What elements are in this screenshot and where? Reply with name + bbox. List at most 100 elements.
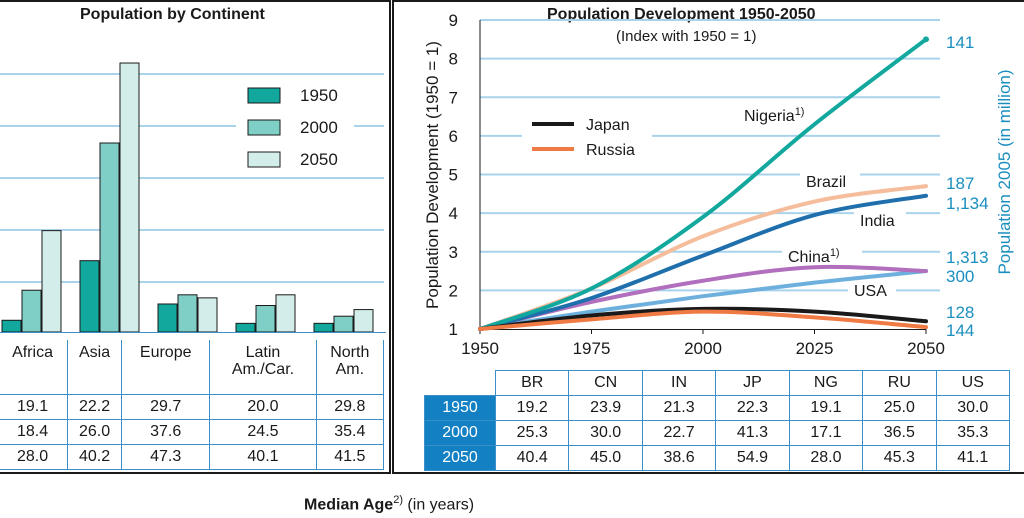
right-table-row-label: 2000 [424, 420, 496, 446]
left-table-header-line: Africa [12, 344, 53, 361]
footnote-bold: Median Age [304, 496, 394, 514]
bar-2050-north-am- [353, 309, 374, 333]
line-usa [478, 269, 928, 331]
left-table-cell: 20.0 [209, 394, 317, 420]
left-table-cell: 40.2 [67, 444, 123, 470]
left-table-cell: 19.1 [0, 394, 69, 420]
right-table-cell: 45.0 [568, 445, 643, 471]
y-tick-label: 1 [449, 320, 458, 339]
x-tick-label: 2050 [907, 339, 945, 358]
right-chart-subtitle: (Index with 1950 = 1) [616, 28, 757, 45]
right-chart-title: Population Development 1950-2050 [547, 6, 816, 23]
right-median-age-table: BR CN IN JP NG RU US 1950 19.2 23.9 21.3 22.3 19.1 2… [424, 370, 1011, 471]
bar-2000-latin-am-car- [255, 305, 276, 333]
left-table-cell: 22.2 [67, 394, 123, 420]
line-label-sup: 1) [830, 247, 840, 259]
right-table-row: 2000 25.3 30.0 22.7 41.3 17.1 36.5 35.3 [424, 420, 1011, 446]
left-table-header-north-am-: North Am. [315, 340, 385, 395]
pop2005-label-china: 1,313 [946, 248, 989, 267]
right-table-header-cn: CN [568, 370, 643, 396]
right-table-cell: 21.3 [641, 395, 717, 421]
right-table-cell: 25.0 [862, 395, 937, 421]
legend-text-japan: Japan [586, 117, 630, 134]
bar-2050-europe [197, 297, 218, 333]
right-table-header-row: BR CN IN JP NG RU US [425, 370, 1011, 396]
right-table-cell: 22.3 [715, 395, 790, 421]
china-label-bg [782, 242, 862, 268]
right-table-cell: 25.3 [494, 420, 570, 446]
y-tick-label: 7 [449, 88, 458, 107]
legend-label-2000: 2000 [300, 118, 338, 137]
line-russia [478, 309, 928, 331]
left-table-row: 18.4 26.0 37.6 24.5 35.4 [0, 419, 385, 445]
right-table-cell: 28.0 [788, 445, 864, 471]
left-table-header-row: Africa Asia Europe Latin Am./Car. North Am. [0, 340, 385, 395]
legend-text-russia: Russia [586, 142, 635, 159]
right-legend-bg [522, 108, 652, 164]
right-table-cell: 19.1 [788, 395, 864, 421]
y-tick-label: 4 [449, 204, 458, 223]
left-table-header-africa: Africa [0, 340, 69, 395]
pop2005-label-india: 1,134 [946, 194, 989, 213]
left-table-row: 19.1 22.2 29.7 20.0 29.8 [0, 394, 385, 420]
left-bar-chart: 1950 2000 2050 [0, 62, 386, 333]
right-table-row: 2050 40.4 45.0 38.6 54.9 28.0 45.3 41.1 [424, 445, 1011, 471]
y-tick-label: 8 [449, 50, 458, 69]
india-label-bg [854, 206, 906, 232]
x-tick-label: 1975 [573, 339, 611, 358]
right-line-chart: 1 2 3 4 5 6 7 8 9 1950 1975 2000 2025 2050 Population … [423, 11, 1014, 358]
x-tick-label: 1950 [461, 339, 499, 358]
left-chart-title: Population by Continent [80, 6, 265, 23]
left-table-cell: 40.1 [209, 444, 317, 470]
bar-2000-europe [177, 294, 198, 333]
legend-swatch-2000 [247, 119, 281, 136]
left-table-header-line: Europe [139, 344, 192, 361]
left-table-header-latin-am-car-: Latin Am./Car. [209, 340, 317, 395]
left-table-header-europe: Europe [121, 340, 211, 395]
legend-swatch-1950 [247, 87, 281, 104]
footnote-rest: (in years) [402, 496, 475, 514]
left-panel-frame [0, 0, 391, 474]
line-label-nigeria: Nigeria1) [744, 106, 804, 125]
line-india [478, 193, 928, 331]
line-label-sup: 1) [795, 106, 805, 118]
left-table-header-line: Latin [245, 344, 281, 361]
pop2005-label-nigeria: 141 [946, 33, 974, 52]
line-japan [478, 306, 928, 331]
left-table-header-asia: Asia [67, 340, 123, 395]
y-tick-label: 5 [449, 166, 458, 185]
right-table-header-jp: JP [715, 370, 790, 396]
legend-swatch-2050 [247, 151, 281, 168]
brazil-label-bg [800, 168, 860, 194]
left-table-cell: 18.4 [0, 419, 69, 445]
legend-label-2050: 2050 [300, 150, 338, 169]
median-age-footnote: Median Age2) (in years) [304, 494, 474, 514]
footnote-sup: 2) [393, 494, 403, 506]
left-table-header-line: Am./Car. [231, 361, 295, 378]
y-axis-title: Population Development (1950 = 1) [423, 41, 442, 309]
left-table-cell: 28.0 [0, 444, 69, 470]
x-tick-label: 2025 [796, 339, 834, 358]
left-table-cell: 35.4 [315, 419, 385, 445]
right-table-cell: 22.7 [641, 420, 717, 446]
legend-label-1950: 1950 [300, 86, 338, 105]
right-table-header-ng: NG [788, 370, 864, 396]
right-table-cell: 36.5 [862, 420, 937, 446]
right-table-row-label: 1950 [424, 395, 496, 421]
left-table-row: 28.0 40.2 47.3 40.1 41.5 [0, 444, 385, 470]
bar-2000-north-am- [333, 315, 354, 333]
right-table-cell: 41.1 [935, 445, 1011, 471]
bar-1950-north-am- [313, 322, 334, 333]
right-table-row: 1950 19.2 23.9 21.3 22.3 19.1 25.0 30.0 [424, 395, 1011, 421]
bar-2000-asia [99, 142, 120, 333]
left-table-cell: 41.5 [315, 444, 385, 470]
left-table-cell: 29.7 [121, 394, 211, 420]
bar-2050-asia [119, 62, 140, 333]
right-table-cell: 54.9 [715, 445, 790, 471]
left-median-age-table: Africa Asia Europe Latin Am./Car. North Am. 19… [0, 340, 385, 470]
x-tick-label: 2000 [684, 339, 722, 358]
line-label-india: India [860, 213, 895, 230]
line-nigeria [478, 37, 928, 331]
right-table-row-label: 2050 [424, 445, 496, 471]
